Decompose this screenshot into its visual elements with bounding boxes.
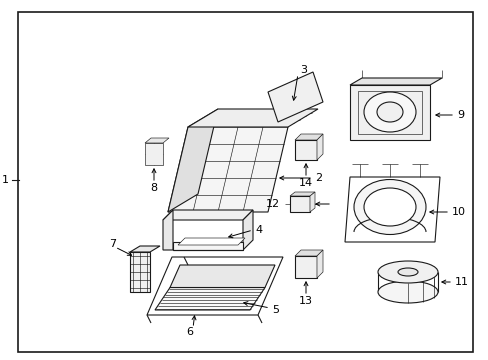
Polygon shape <box>145 143 163 165</box>
Polygon shape <box>178 238 244 245</box>
Polygon shape <box>294 250 323 256</box>
Text: 5: 5 <box>271 305 279 315</box>
Ellipse shape <box>377 261 437 283</box>
Polygon shape <box>168 127 287 212</box>
Text: 11: 11 <box>454 277 468 287</box>
Polygon shape <box>163 210 252 220</box>
Text: 8: 8 <box>150 183 157 193</box>
Polygon shape <box>294 256 316 278</box>
Text: 12: 12 <box>265 199 280 209</box>
Ellipse shape <box>363 92 415 132</box>
Polygon shape <box>316 250 323 278</box>
Polygon shape <box>163 210 173 250</box>
Ellipse shape <box>397 268 417 276</box>
Text: 14: 14 <box>298 178 312 188</box>
Text: 4: 4 <box>254 225 262 235</box>
Polygon shape <box>173 242 243 250</box>
Ellipse shape <box>376 102 402 122</box>
Text: 13: 13 <box>298 296 312 306</box>
Polygon shape <box>168 109 218 212</box>
Polygon shape <box>130 246 160 252</box>
Polygon shape <box>289 196 309 212</box>
Text: 7: 7 <box>109 239 116 249</box>
Text: 2: 2 <box>314 173 322 183</box>
Text: 9: 9 <box>456 110 463 120</box>
Text: 3: 3 <box>299 65 306 75</box>
Polygon shape <box>187 109 317 127</box>
Polygon shape <box>294 140 316 160</box>
Polygon shape <box>289 192 314 196</box>
Polygon shape <box>243 210 252 250</box>
Polygon shape <box>294 134 323 140</box>
Text: 1: 1 <box>2 175 9 185</box>
Text: 6: 6 <box>186 327 193 337</box>
Polygon shape <box>130 252 150 292</box>
Ellipse shape <box>353 180 425 234</box>
Polygon shape <box>155 288 264 310</box>
Polygon shape <box>349 85 429 140</box>
Ellipse shape <box>363 188 415 226</box>
Polygon shape <box>349 78 441 85</box>
Ellipse shape <box>377 281 437 303</box>
Polygon shape <box>309 192 314 212</box>
Polygon shape <box>316 134 323 160</box>
Polygon shape <box>267 72 323 122</box>
Text: 10: 10 <box>451 207 465 217</box>
Polygon shape <box>145 138 169 143</box>
Polygon shape <box>170 265 274 288</box>
